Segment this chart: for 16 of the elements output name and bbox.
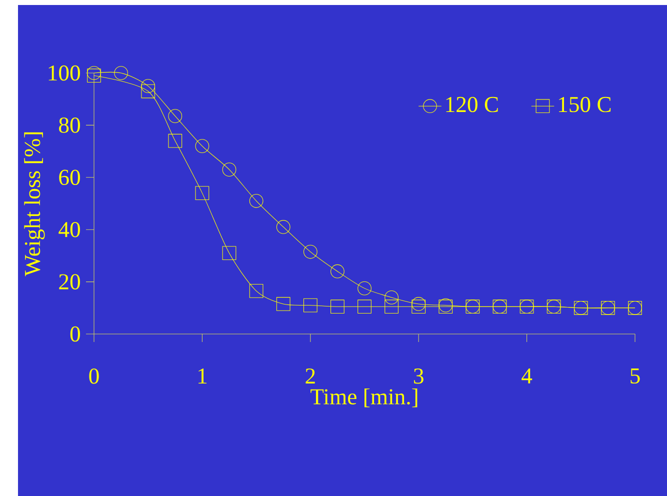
legend-label: 120 C (446, 96, 498, 112)
y-tick-label: 80 (59, 118, 80, 133)
legend-label: 150 C (559, 96, 611, 112)
x-tick-label: 2 (306, 368, 315, 384)
y-tick-label: 60 (59, 170, 80, 186)
y-tick-label: 0 (70, 326, 80, 342)
y-tick-label: 100 (48, 65, 80, 81)
y-tick-label: 20 (59, 274, 80, 290)
x-axis-title: Time [min.] (310, 388, 418, 408)
x-tick-label: 3 (414, 368, 424, 384)
x-tick-label: 4 (522, 368, 532, 384)
y-tick-label: 40 (58, 222, 80, 238)
y-axis-title: Weight loss [%] (24, 132, 45, 276)
x-tick-label: 0 (89, 368, 99, 384)
x-tick-label: 1 (198, 368, 207, 384)
x-tick-label: 5 (630, 368, 640, 384)
